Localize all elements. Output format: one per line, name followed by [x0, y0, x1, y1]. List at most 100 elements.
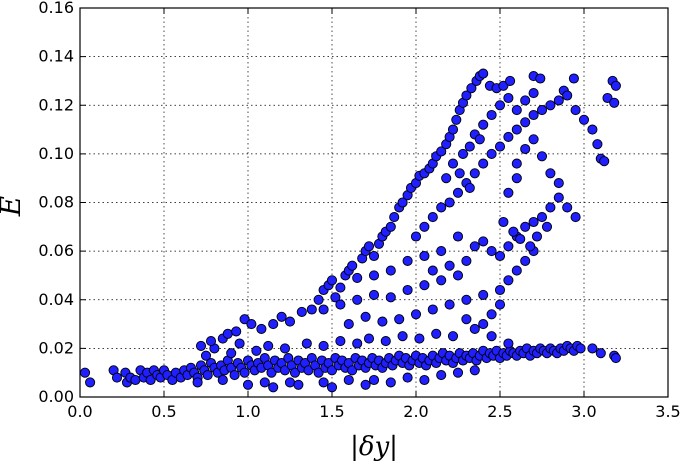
- data-point: [520, 221, 531, 232]
- data-point: [195, 340, 207, 351]
- data-point: [368, 289, 380, 300]
- data-point: [503, 187, 514, 198]
- data-point: [528, 109, 539, 121]
- data-point: [419, 250, 430, 262]
- data-point: [217, 374, 228, 386]
- data-point: [494, 141, 506, 152]
- data-point: [505, 75, 516, 86]
- data-point: [494, 100, 506, 111]
- data-point: [452, 187, 464, 198]
- data-point: [520, 95, 531, 106]
- data-point: [231, 326, 242, 337]
- data-point: [313, 367, 324, 378]
- data-point: [528, 88, 539, 99]
- data-point: [419, 221, 430, 232]
- data-point: [380, 336, 391, 347]
- data-point: [553, 178, 564, 189]
- data-point: [394, 314, 405, 325]
- data-point: [520, 117, 531, 128]
- data-point: [478, 119, 489, 130]
- data-point: [389, 212, 400, 223]
- data-point: [568, 73, 579, 84]
- data-point: [451, 114, 462, 125]
- x-tick-label: 2.5: [487, 402, 512, 421]
- data-point: [256, 323, 267, 334]
- data-point: [511, 158, 522, 169]
- data-point: [130, 374, 141, 386]
- data-point: [436, 146, 447, 157]
- data-point: [436, 246, 447, 257]
- data-point: [200, 350, 212, 361]
- data-point: [536, 151, 548, 162]
- data-point: [246, 319, 257, 330]
- data-point: [251, 345, 262, 356]
- data-point: [279, 343, 291, 354]
- y-tick-label: 0.10: [38, 144, 74, 163]
- data-point: [289, 367, 301, 378]
- data-point: [587, 124, 598, 135]
- data-point: [284, 377, 296, 388]
- y-tick-label: 0.16: [38, 0, 74, 17]
- data-point: [263, 340, 274, 351]
- data-point: [377, 316, 388, 327]
- data-point: [419, 374, 430, 386]
- data-point: [414, 333, 425, 344]
- data-point: [226, 348, 237, 359]
- data-point: [385, 265, 396, 276]
- data-point: [293, 379, 304, 390]
- data-point: [397, 331, 408, 342]
- data-point: [441, 173, 452, 184]
- data-point: [503, 92, 514, 104]
- data-point: [503, 131, 514, 142]
- data-point: [461, 314, 472, 325]
- data-point: [570, 105, 581, 116]
- x-tick-label: 3.0: [571, 402, 596, 421]
- data-point: [318, 304, 329, 315]
- data-point: [427, 265, 438, 276]
- data-point: [85, 377, 96, 388]
- data-point: [610, 353, 621, 364]
- data-point: [266, 367, 277, 378]
- data-point: [360, 379, 371, 390]
- data-point: [469, 168, 480, 179]
- data-point: [335, 336, 346, 347]
- data-point: [444, 299, 455, 310]
- data-point: [363, 241, 375, 252]
- data-point: [242, 379, 254, 390]
- data-point: [587, 343, 598, 354]
- y-tick-label: 0.06: [38, 241, 74, 260]
- data-point: [553, 192, 564, 203]
- y-tick-label: 0.02: [38, 338, 74, 357]
- data-point: [466, 83, 477, 94]
- data-point: [343, 374, 354, 386]
- data-point: [410, 309, 422, 320]
- data-point: [486, 331, 497, 342]
- data-point: [229, 370, 240, 381]
- data-point: [469, 365, 480, 376]
- data-point: [205, 336, 217, 347]
- data-point: [511, 265, 522, 276]
- data-point: [494, 250, 506, 262]
- data-point: [360, 311, 371, 322]
- data-point: [592, 139, 603, 150]
- data-point: [464, 141, 475, 152]
- y-tick-label: 0.14: [38, 47, 74, 66]
- x-axis-label: |δy|: [350, 432, 398, 462]
- x-tick-label: 0.5: [151, 402, 176, 421]
- y-tick-label: 0.00: [38, 387, 74, 406]
- data-point: [498, 216, 509, 228]
- data-point: [545, 168, 556, 179]
- data-point: [570, 212, 581, 223]
- data-point: [368, 374, 380, 386]
- data-point: [347, 260, 358, 271]
- data-point: [452, 367, 464, 378]
- data-point: [335, 282, 346, 293]
- y-tick-label: 0.12: [38, 95, 74, 114]
- data-point: [474, 134, 485, 145]
- data-point: [318, 377, 329, 388]
- data-point: [202, 370, 213, 381]
- data-point: [531, 231, 543, 242]
- data-point: [478, 289, 489, 300]
- data-point: [452, 270, 464, 281]
- data-point: [541, 221, 553, 232]
